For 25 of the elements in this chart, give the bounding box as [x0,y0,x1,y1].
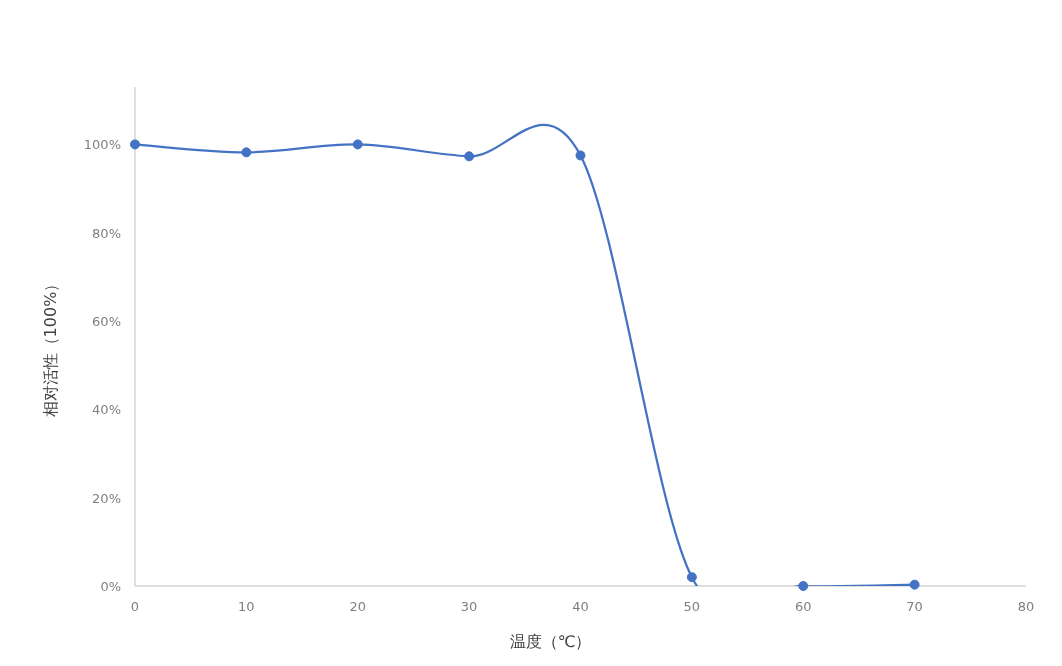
point [909,579,920,590]
y-tick-label: 20% [92,490,121,506]
point [241,147,252,158]
point [352,139,363,150]
point [798,581,809,591]
y-tick-label: 80% [92,225,121,241]
x-tick-label: 80 [1017,599,1035,614]
x-axis-title: 温度（℃） [509,632,592,651]
point [575,150,586,161]
x-tick-label: 60 [794,599,812,614]
y-tick-label: 60% [92,314,121,330]
x-tick-label: 20 [349,599,367,614]
y-tick-label: 0% [100,579,121,594]
y-tick-label: 40% [92,402,121,418]
x-tick-label: 70 [906,599,923,614]
x-tick-label: 30 [460,599,478,614]
x-tick-label: 50 [683,599,701,614]
x-tick-label: 40 [572,599,589,614]
point [686,572,697,583]
point [464,151,475,162]
point [130,139,140,150]
x-tick-label: 0 [130,599,140,614]
x-tick-label: 10 [238,599,255,614]
y-tick-label: 100% [83,137,121,153]
y-axis-title: 相对活性（100%） [41,275,60,418]
